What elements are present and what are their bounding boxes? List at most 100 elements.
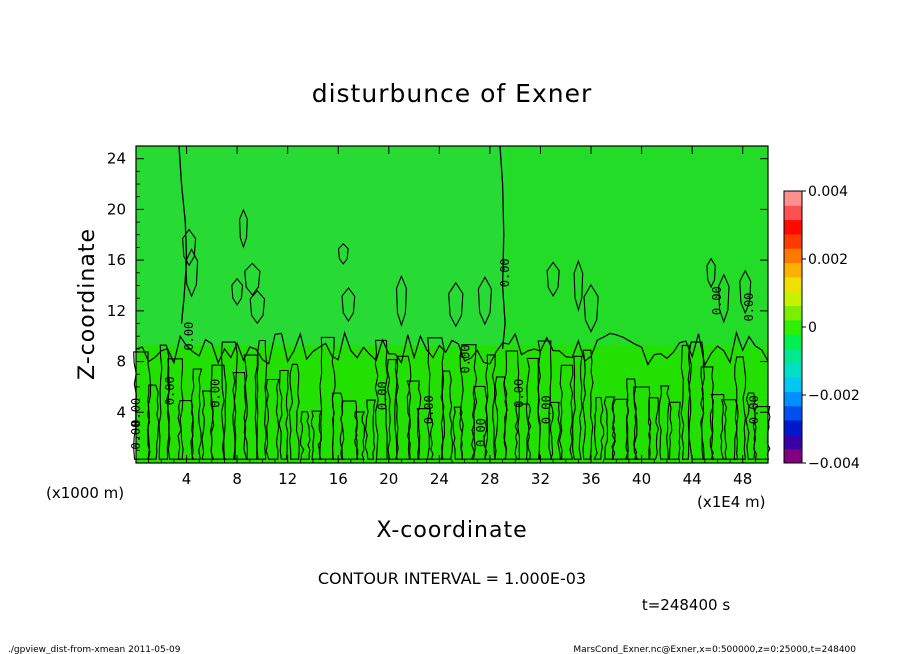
contour-plume: [288, 363, 300, 460]
y-axis-ticks: 4 8 12 16 20 24: [107, 150, 768, 451]
contour-plume: [470, 385, 488, 460]
contour-blob: [546, 261, 560, 297]
footer-right: MarsCond_Exner.nc@Exner,x=0:500000,z=0:2…: [573, 645, 856, 654]
contour-blob: [244, 262, 261, 296]
contour-plume: [210, 364, 227, 460]
contour-plume: [558, 364, 574, 460]
contour-plume: [339, 400, 359, 460]
field-upper-left-region: [136, 146, 506, 346]
colorbar-swatch: [784, 233, 802, 249]
contour-plume: [668, 401, 681, 460]
colorbar-swatch: [784, 319, 802, 335]
contour-plume: [709, 394, 728, 460]
contour-blob: [706, 257, 716, 289]
colorbar-swatch: [784, 191, 802, 206]
contour-plume: [220, 341, 238, 460]
contour-plume: [300, 411, 311, 460]
y-tick-label: 12: [107, 302, 126, 320]
colorbar-tick-label: 0: [808, 320, 817, 336]
contour-blob: [231, 277, 244, 306]
contour-plume: [440, 370, 453, 460]
y-axis-label: Z-coordinate: [75, 228, 100, 380]
contour-plume: [572, 355, 583, 460]
contour-plume: [733, 356, 747, 460]
colorbar-tick-label: −0.004: [808, 456, 860, 472]
contour-label: 0.00: [512, 379, 526, 408]
x-scale-label: (x1000 m): [46, 484, 124, 502]
contour-label: 0.00: [474, 418, 488, 447]
colorbar-swatch: [784, 205, 802, 221]
contour-plume: [166, 358, 184, 460]
contour-blob: [341, 286, 356, 323]
contour-blob: [448, 281, 464, 328]
x-axis-ticks: 4 8 12 16 20 24 28 32 36 40 44 48: [148, 146, 756, 488]
colorbar-tick-label: 0.004: [808, 184, 848, 200]
contour-plume: [459, 344, 478, 460]
contour-plume: [331, 392, 345, 460]
contour-label: 0.00: [710, 286, 724, 315]
x-tick-label: 4: [182, 470, 192, 488]
y-tick-label: 20: [107, 200, 126, 218]
x-tick-label: 20: [379, 470, 398, 488]
colorbar-swatch: [784, 262, 802, 278]
contour-plume: [514, 403, 532, 460]
contour-plume: [146, 384, 160, 460]
contour-plume: [593, 396, 605, 460]
contour-plume: [452, 406, 464, 460]
x-tick-label: 32: [531, 470, 550, 488]
contour-zero-middle: [499, 145, 506, 349]
contour-blob: [239, 208, 248, 249]
x-tick-label: 36: [581, 470, 600, 488]
contour-label: 0.00: [163, 376, 177, 405]
contour-plume: [503, 350, 521, 460]
y-tick-label: 8: [116, 353, 126, 371]
contour-interval-text: CONTOUR INTERVAL = 1.000E-03: [318, 569, 586, 588]
contour-plume: [537, 340, 553, 460]
contour-label: 0.00: [459, 345, 473, 374]
contour-plume: [658, 385, 671, 460]
contour-blob: [477, 276, 492, 326]
contour-blob: [583, 283, 599, 333]
contour-blob: [395, 274, 407, 327]
contour-blob: [182, 228, 197, 267]
contour-plume: [603, 396, 616, 460]
contour-label: 0.00: [375, 381, 389, 410]
colorbar-swatch: [784, 219, 802, 235]
x-multiplier-label: (x1E4 m): [697, 493, 766, 511]
y-tick-label: 4: [116, 403, 126, 421]
contour-plume: [647, 397, 659, 460]
contour-plume: [611, 398, 629, 460]
contour-plume: [426, 337, 446, 460]
x-tick-label: 40: [632, 470, 651, 488]
contour-labels: 0.00 0.00 0.00 0.00 0.00 0.00 0.00 0.00 0.00 0.00…: [129, 258, 761, 449]
contour-boundary: [135, 330, 769, 367]
contour-plume: [374, 339, 389, 460]
x-tick-label: 24: [430, 470, 449, 488]
y-tick-label: 24: [107, 150, 126, 168]
colorbar-swatch: [784, 434, 802, 450]
colorbar-swatch: [784, 291, 802, 307]
colorbar-swatch: [784, 305, 802, 321]
x-tick-label: 48: [733, 470, 752, 488]
contour-blob: [249, 289, 266, 325]
colorbar-swatch: [784, 377, 802, 392]
colorbar-swatch: [784, 348, 802, 364]
contour-zero-left: [178, 145, 188, 324]
contour-label: 0.00: [208, 379, 222, 408]
contour-plume: [484, 354, 496, 460]
colorbar-tick-label: −0.002: [808, 388, 860, 404]
plot-area: 0.00 0.00 0.00 0.00 0.00 0.00 0.00 0.00 0.00 0.00…: [129, 145, 771, 464]
contour-label: 0.00: [182, 322, 196, 351]
x-axis-label: X-coordinate: [376, 518, 527, 543]
contour-blob: [573, 259, 584, 312]
contour-plume: [549, 401, 562, 460]
x-tick-label: 12: [278, 470, 297, 488]
contour-plume: [310, 410, 322, 460]
contour-label: 0.00: [540, 395, 554, 424]
colorbar-swatch: [784, 362, 802, 378]
x-tick-label: 44: [683, 470, 702, 488]
x-tick-label: 16: [329, 470, 348, 488]
colorbar-swatch: [784, 334, 802, 349]
contour-label: 0.00: [422, 395, 436, 424]
